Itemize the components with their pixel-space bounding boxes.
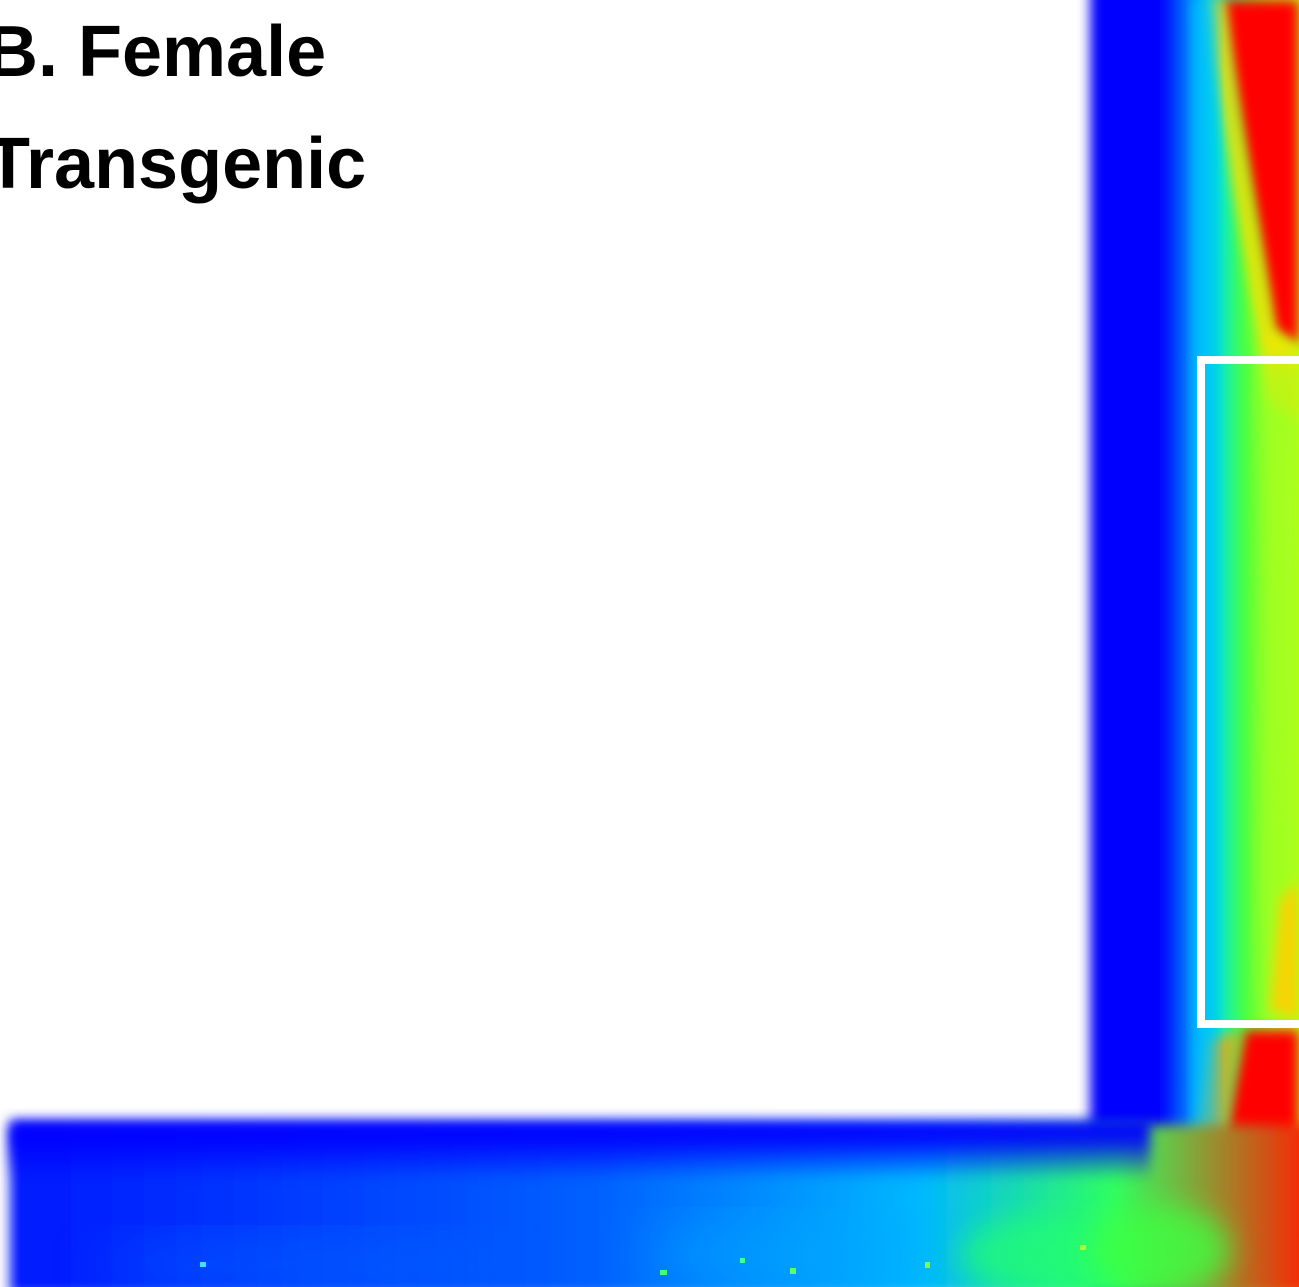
roi-box xyxy=(1197,356,1299,1028)
panel-title-line-2: Transgenic xyxy=(0,124,367,204)
bottom-band xyxy=(10,1120,1299,1287)
panel-title-line-1: B. Female xyxy=(0,12,327,92)
vertical-column xyxy=(1090,0,1299,1287)
